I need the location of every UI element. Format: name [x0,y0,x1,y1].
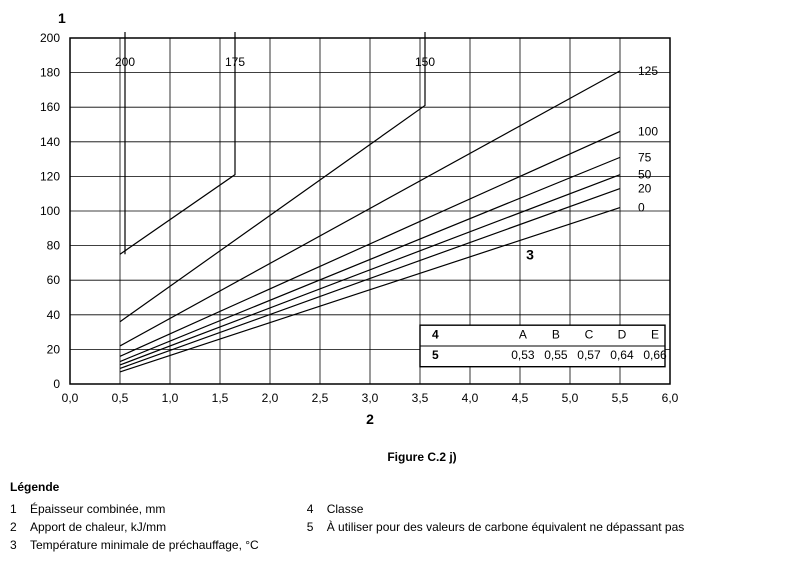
chart-plot: 0,0 0,5 1,0 1,5 2,0 2,5 3,0 3,5 4,0 4,5 5,0 5,5 6,0 0… [10,10,730,440]
svg-text:4,0: 4,0 [462,391,479,405]
svg-text:3,0: 3,0 [362,391,379,405]
svg-text:B: B [552,327,560,341]
figure-caption: Figure C.2 j) [60,450,784,464]
svg-text:140: 140 [40,135,60,149]
legend-item-text: Classe [327,502,364,516]
svg-text:80: 80 [47,239,61,253]
svg-text:100: 100 [638,124,658,138]
legend-title: Légende [10,480,784,494]
svg-text:0: 0 [53,377,60,391]
svg-text:1,5: 1,5 [212,391,229,405]
svg-text:C: C [585,327,594,341]
svg-text:0: 0 [638,201,645,215]
figure-container: 1 0,0 0,5 1,0 1,5 2,0 2,5 3,0 3,5 4,0 4,5 5,0 5,5 6,… [10,10,784,554]
svg-text:4: 4 [432,327,439,341]
svg-text:180: 180 [40,66,60,80]
svg-text:200: 200 [115,55,135,69]
svg-text:2: 2 [366,411,374,427]
svg-text:60: 60 [47,273,61,287]
legend-item: 1Épaisseur combinée, mm [10,500,259,518]
svg-text:50: 50 [638,168,652,182]
svg-text:150: 150 [415,55,435,69]
svg-text:20: 20 [47,342,61,356]
legend-item: 2Apport de chaleur, kJ/mm [10,518,259,536]
legend-item-text: Épaisseur combinée, mm [30,502,165,516]
legend-item-number: 1 [10,500,30,518]
svg-text:2,5: 2,5 [312,391,329,405]
svg-text:5,5: 5,5 [612,391,629,405]
svg-text:0,57: 0,57 [577,348,601,362]
legend-column-right: 4Classe5À utiliser pour des valeurs de c… [307,500,685,554]
legend: Légende 1Épaisseur combinée, mm2Apport d… [10,480,784,554]
svg-text:D: D [618,327,627,341]
svg-text:1,0: 1,0 [162,391,179,405]
svg-text:0,5: 0,5 [112,391,129,405]
svg-text:40: 40 [47,308,61,322]
legend-item: 5À utiliser pour des valeurs de carbone … [307,518,685,536]
svg-text:0,66: 0,66 [643,348,667,362]
svg-text:6,0: 6,0 [662,391,679,405]
svg-text:160: 160 [40,100,60,114]
svg-text:200: 200 [40,31,60,45]
svg-text:175: 175 [225,55,245,69]
svg-text:0,53: 0,53 [511,348,535,362]
legend-item-number: 2 [10,518,30,536]
svg-text:125: 125 [638,64,658,78]
legend-item: 3Température minimale de préchauffage, °… [10,536,259,554]
legend-item-text: Température minimale de préchauffage, °C [30,538,259,552]
legend-column-left: 1Épaisseur combinée, mm2Apport de chaleu… [10,500,259,554]
svg-text:5,0: 5,0 [562,391,579,405]
svg-text:100: 100 [40,204,60,218]
svg-text:0,64: 0,64 [610,348,634,362]
svg-text:75: 75 [638,150,652,164]
legend-item-number: 5 [307,518,327,536]
legend-item-text: À utiliser pour des valeurs de carbone é… [327,520,685,534]
svg-text:20: 20 [638,182,652,196]
svg-text:0,0: 0,0 [62,391,79,405]
svg-text:A: A [519,327,527,341]
legend-item: 4Classe [307,500,685,518]
svg-text:3: 3 [526,246,534,262]
svg-text:2,0: 2,0 [262,391,279,405]
legend-item-text: Apport de chaleur, kJ/mm [30,520,166,534]
svg-text:120: 120 [40,169,60,183]
legend-item-number: 3 [10,536,30,554]
svg-text:5: 5 [432,348,439,362]
svg-text:3,5: 3,5 [412,391,429,405]
svg-text:E: E [651,327,659,341]
svg-text:4,5: 4,5 [512,391,529,405]
svg-text:0,55: 0,55 [544,348,568,362]
legend-item-number: 4 [307,500,327,518]
y-axis-label: 1 [58,10,66,26]
